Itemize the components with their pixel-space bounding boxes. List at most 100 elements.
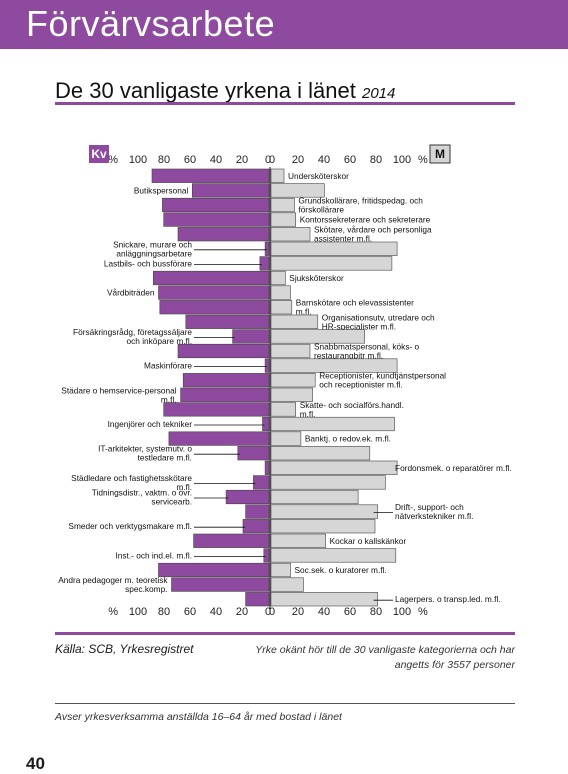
row-label: Lastbils- och bussförare — [104, 258, 192, 268]
chart-title: De 30 vanligaste yrkena i länet 2014 — [55, 78, 395, 104]
source-text: Källa: SCB, Yrkesregistret — [55, 642, 194, 656]
bar-m — [270, 533, 326, 548]
m-label: M — [435, 147, 445, 161]
row-label: Kockar o kallskänkor — [330, 536, 407, 546]
row-label: Fordonsmek. o reparatörer m.fl. — [395, 463, 512, 473]
bar-kv — [242, 519, 270, 534]
row-label: Barnskötare och elevassistenter — [296, 298, 414, 308]
bar-m — [270, 343, 311, 359]
bar-kv — [168, 431, 270, 446]
kv-label: Kv — [91, 147, 107, 161]
row-label: Soc.sek. o kuratorer m.fl. — [295, 565, 387, 575]
bar-kv — [153, 270, 270, 286]
footnote-text: Avser yrkesverksamma anställda 16–64 år … — [55, 711, 342, 723]
chart-bottom-rule — [55, 632, 515, 635]
bar-m — [270, 270, 286, 286]
row-label: Vårdbiträden — [107, 288, 155, 298]
tick-label-right-bottom: 20 — [292, 606, 304, 618]
tick-label-left-top: 0 — [265, 154, 271, 166]
bar-m — [270, 416, 395, 432]
footer-rule — [55, 703, 515, 704]
row-label: Drift-, support- och — [395, 502, 464, 512]
row-label: Undersköterskor — [288, 171, 349, 181]
bar-kv — [177, 343, 270, 359]
row-label: m.fl. — [300, 409, 316, 419]
bar-m — [270, 256, 393, 271]
bar-kv — [185, 314, 270, 329]
unit-label-right-bottom: % — [418, 606, 428, 618]
tick-label-right-bottom: 0 — [269, 606, 275, 618]
bar-kv — [180, 387, 270, 402]
row-label: Ingenjörer och tekniker — [108, 419, 193, 429]
tick-label-right-top: 100 — [393, 154, 411, 166]
row-label: Receptionister, kundtjänstpersonal — [319, 371, 446, 381]
bar-m — [270, 373, 316, 388]
row-label: spec.komp. — [125, 584, 167, 594]
bar-kv — [163, 402, 270, 417]
row-label: m.fl. — [296, 307, 312, 317]
bar-kv — [245, 504, 270, 519]
bar-m — [270, 387, 313, 402]
bar-kv — [182, 373, 270, 388]
tick-label-left-top: 20 — [236, 154, 248, 166]
tick-label-right-bottom: 100 — [393, 606, 411, 618]
bar-m — [270, 329, 365, 344]
row-label: IT-arkitekter, systemutv. o — [98, 444, 192, 454]
tick-label-right-bottom: 40 — [318, 606, 330, 618]
bar-kv — [253, 475, 270, 490]
row-label: Smeder och verktygsmakare m.fl. — [68, 521, 192, 531]
bar-m — [270, 577, 304, 592]
bar-kv — [225, 489, 270, 505]
bar-m — [270, 592, 378, 607]
tick-label-left-top: 60 — [184, 154, 196, 166]
row-label: Skötare, vårdare och personliga — [314, 225, 432, 235]
row-label: Försäkringsrådg, företagssäljare — [73, 327, 192, 337]
bar-m — [270, 402, 297, 417]
page-number: 40 — [26, 754, 45, 773]
row-label: Snickare, murare och — [113, 239, 192, 249]
bar-m — [270, 504, 378, 519]
tick-label-left-bottom: 20 — [236, 606, 248, 618]
row-label: nätverkstekniker m.fl. — [395, 511, 473, 521]
unit-label-left-top: % — [108, 154, 118, 166]
bar-m — [270, 314, 319, 329]
bar-m — [270, 460, 398, 475]
tick-label-right-top: 40 — [318, 154, 330, 166]
butterfly-chart: Kv M% %100 80 60 40 20 00 20 40 60 80 100% %100 80 60 40… — [58, 144, 512, 618]
bar-m — [270, 548, 397, 563]
bar-m — [270, 519, 376, 534]
tick-label-left-top: 40 — [210, 154, 222, 166]
tick-label-left-top: 100 — [129, 154, 147, 166]
tick-label-right-top: 20 — [292, 154, 304, 166]
row-label: Städledare och fastighetsskötare — [71, 473, 192, 483]
tick-label-left-top: 80 — [158, 154, 170, 166]
bar-kv — [264, 241, 270, 256]
tick-label-left-bottom: 80 — [158, 606, 170, 618]
bar-kv — [245, 592, 270, 607]
kv-label-box — [89, 145, 109, 163]
bar-m — [270, 285, 291, 300]
tick-label-right-top: 60 — [344, 154, 356, 166]
bar-m — [270, 475, 386, 490]
bar-kv — [151, 168, 270, 183]
bar-m — [270, 241, 398, 256]
row-label: restaurangbitr m.fl. — [314, 351, 383, 361]
bar-kv — [159, 300, 270, 315]
row-label: och inköpare m.fl. — [127, 336, 192, 346]
bar-m — [270, 358, 398, 373]
row-label: anläggningsarbetare — [116, 248, 192, 258]
tick-label-left-bottom: 60 — [184, 606, 196, 618]
row-label: Andra pedagoger m. teoretisk — [58, 575, 168, 585]
unknown-occupation-note: Yrke okänt hör till de 30 vanligaste kat… — [255, 644, 515, 671]
bar-kv — [158, 285, 270, 300]
section-title: Förvärvsarbete — [26, 3, 276, 44]
tick-label-right-top: 0 — [269, 154, 275, 166]
bar-kv — [192, 183, 270, 198]
bar-m — [270, 183, 325, 198]
tick-label-left-bottom: 40 — [210, 606, 222, 618]
bar-m — [270, 168, 285, 183]
row-label: assistenter m.fl. — [314, 234, 372, 244]
bar-kv — [163, 212, 270, 227]
bar-kv — [193, 533, 270, 548]
bar-kv — [237, 446, 270, 461]
